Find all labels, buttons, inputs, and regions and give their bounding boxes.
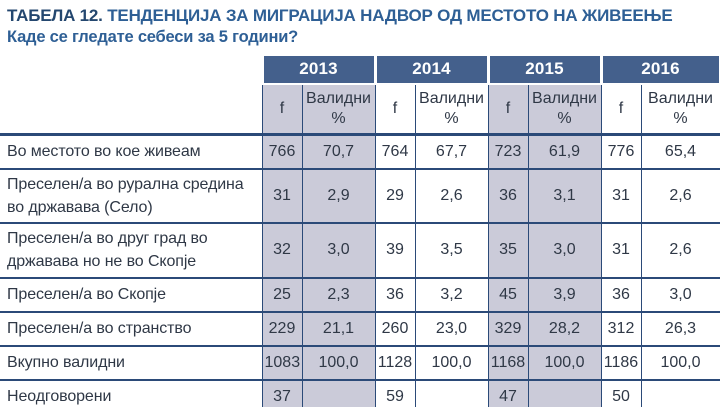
cell-value: 1168	[487, 344, 529, 381]
cell-value	[301, 378, 376, 407]
migration-table: 2013 2014 2015 2016 f Валидни % f Валидн…	[0, 53, 720, 407]
cell-value: 2,6	[414, 167, 489, 225]
row-label: Во местото во кое живеам	[0, 133, 263, 170]
row-label: Преселен/а во странство	[0, 310, 263, 347]
cell-value: 35	[487, 222, 529, 279]
table-row: Преселен/а во друг град во државава но н…	[0, 222, 720, 279]
cell-value: 3,1	[527, 167, 602, 225]
cell-value: 229	[261, 310, 303, 347]
cell-value: 45	[487, 276, 529, 313]
subheader-f: f	[261, 83, 303, 136]
cell-value: 47	[487, 378, 529, 407]
cell-value: 23,0	[414, 310, 489, 347]
year-header-2014: 2014	[373, 53, 490, 85]
table-row: Вкупно валидни 1083 100,0 1128 100,0 1168 100,…	[0, 344, 720, 381]
cell-value: 59	[374, 378, 416, 407]
cell-value: 776	[600, 133, 642, 170]
cell-value: 1083	[261, 344, 303, 381]
cell-value: 3,0	[301, 222, 376, 279]
year-header-2013: 2013	[260, 53, 377, 85]
subheader-f: f	[487, 83, 529, 136]
cell-value: 37	[261, 378, 303, 407]
cell-value: 3,9	[527, 276, 602, 313]
cell-value	[640, 378, 720, 407]
table-header: 2013 2014 2015 2016 f Валидни % f Валидн…	[0, 53, 720, 136]
cell-value: 100,0	[640, 344, 720, 381]
table-title: ТАБЕЛА 12. ТЕНДЕНЦИЈА ЗА МИГРАЦИЈА НАДВО…	[7, 5, 710, 27]
cell-value: 766	[261, 133, 303, 170]
table-number: ТАБЕЛА 12.	[7, 6, 103, 25]
cell-value: 3,2	[414, 276, 489, 313]
cell-value: 28,2	[527, 310, 602, 347]
cell-value: 31	[600, 222, 642, 279]
table-title-text: ТЕНДЕНЦИЈА ЗА МИГРАЦИЈА НАДВОР ОД МЕСТОТ…	[102, 6, 673, 25]
cell-value: 32	[261, 222, 303, 279]
cell-value: 50	[600, 378, 642, 407]
cell-value: 2,6	[640, 222, 720, 279]
cell-value: 2,3	[301, 276, 376, 313]
cell-value: 100,0	[301, 344, 376, 381]
table-row: Преселен/а во Скопје 25 2,3 36 3,2 45 3,9 36 3,0	[0, 276, 720, 313]
year-header-2015: 2015	[486, 53, 603, 85]
table-subtitle: Каде се гледате себеси за 5 години?	[7, 27, 299, 46]
table-row: Преселен/а во странство 229 21,1 260 23,0 329…	[0, 310, 720, 347]
cell-value: 1128	[374, 344, 416, 381]
cell-value: 21,1	[301, 310, 376, 347]
cell-value: 25	[261, 276, 303, 313]
cell-value: 31	[600, 167, 642, 225]
cell-value: 2,6	[640, 167, 720, 225]
subheader-row: f Валидни % f Валидни % f Валидни % f Ва…	[0, 83, 720, 136]
cell-value: 260	[374, 310, 416, 347]
cell-value: 764	[374, 133, 416, 170]
subheader-valid-pct: Валидни %	[527, 83, 602, 136]
subheader-valid-pct: Валидни %	[301, 83, 376, 136]
cell-value: 2,9	[301, 167, 376, 225]
table-row: Преселен/а во рурална средина во државав…	[0, 167, 720, 225]
cell-value: 100,0	[527, 344, 602, 381]
table-body: Во местото во кое живеам 766 70,7 764 67,7 72…	[0, 133, 720, 407]
cell-value: 65,4	[640, 133, 720, 170]
cell-value: 67,7	[414, 133, 489, 170]
table-row: Неодговорени 37 59 47 50	[0, 378, 720, 407]
cell-value: 3,0	[527, 222, 602, 279]
cell-value: 329	[487, 310, 529, 347]
row-label: Преселен/а во рурална средина во државав…	[0, 167, 263, 225]
cell-value: 36	[600, 276, 642, 313]
row-label: Вкупно валидни	[0, 344, 263, 381]
row-label: Неодговорени	[0, 378, 263, 407]
corner-cell	[0, 54, 262, 136]
cell-value: 723	[487, 133, 529, 170]
cell-value: 61,9	[527, 133, 602, 170]
cell-value: 70,7	[301, 133, 376, 170]
row-label: Преселен/а во друг град во државава но н…	[0, 222, 263, 279]
cell-value: 29	[374, 167, 416, 225]
year-header-2016: 2016	[599, 53, 720, 85]
cell-value	[414, 378, 489, 407]
cell-value: 312	[600, 310, 642, 347]
subheader-f: f	[600, 83, 642, 136]
cell-value: 26,3	[640, 310, 720, 347]
cell-value: 3,0	[640, 276, 720, 313]
cell-value: 39	[374, 222, 416, 279]
row-label: Преселен/а во Скопје	[0, 276, 263, 313]
cell-value: 1186	[600, 344, 642, 381]
table-title-block: ТАБЕЛА 12. ТЕНДЕНЦИЈА ЗА МИГРАЦИЈА НАДВО…	[0, 0, 720, 54]
year-header-row: 2013 2014 2015 2016	[0, 53, 720, 136]
subheader-valid-pct: Валидни %	[640, 83, 720, 136]
cell-value: 31	[261, 167, 303, 225]
cell-value	[527, 378, 602, 407]
cell-value: 36	[487, 167, 529, 225]
cell-value: 36	[374, 276, 416, 313]
cell-value: 3,5	[414, 222, 489, 279]
subheader-valid-pct: Валидни %	[414, 83, 489, 136]
subheader-f: f	[374, 83, 416, 136]
cell-value: 100,0	[414, 344, 489, 381]
table-row: Во местото во кое живеам 766 70,7 764 67,7 72…	[0, 133, 720, 170]
